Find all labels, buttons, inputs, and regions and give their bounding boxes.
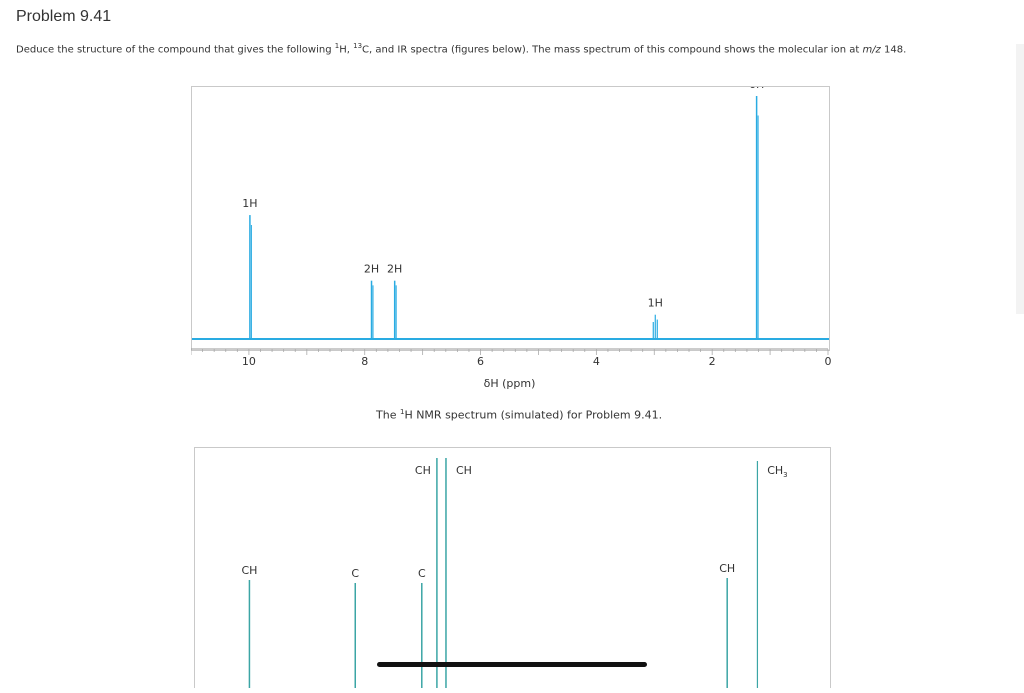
cnmr-peak-label: C bbox=[351, 567, 359, 580]
cnmr-sub: 3 bbox=[783, 471, 787, 479]
cnmr-chart-panel: CH C C CH CH CH CH3 bbox=[194, 447, 831, 688]
hnmr-tick-label: 0 bbox=[825, 355, 832, 368]
hnmr-chart-panel: 1H 2H 2H 1H 6H bbox=[191, 78, 830, 351]
hnmr-peak: 2H bbox=[387, 263, 402, 339]
hnmr-x-label: δH (ppm) bbox=[484, 377, 536, 390]
cnmr-peak: CH bbox=[241, 564, 257, 688]
cnmr-peak: CH bbox=[415, 458, 438, 688]
hnmr-peak-label: 6H bbox=[749, 87, 764, 91]
home-indicator[interactable] bbox=[377, 662, 647, 667]
hnmr-peak-label: 1H bbox=[648, 297, 663, 310]
c-sup: 13 bbox=[353, 42, 363, 50]
mz-label: m/z bbox=[862, 44, 881, 56]
caption-sup: 1 bbox=[399, 408, 405, 416]
cnmr-peak-label: CH bbox=[719, 562, 735, 575]
hnmr-tick-label: 8 bbox=[361, 355, 368, 368]
hnmr-x-axis: 10 8 6 4 2 0 δH (ppm) bbox=[191, 348, 832, 390]
hnmr-tick-label: 4 bbox=[593, 355, 600, 368]
hnmr-peak-label: 1H bbox=[242, 197, 257, 210]
cnmr-peak-label: C bbox=[418, 567, 426, 580]
hnmr-peak: 6H bbox=[749, 78, 764, 339]
prompt-text-2: H, bbox=[339, 44, 354, 56]
hnmr-tick-label: 10 bbox=[242, 355, 256, 368]
hnmr-tick-label: 2 bbox=[709, 355, 716, 368]
cnmr-chart: CH C C CH CH CH CH3 bbox=[241, 458, 788, 688]
mz-value: 148. bbox=[880, 44, 907, 56]
cnmr-peak: CH bbox=[445, 458, 472, 688]
hnmr-peak-label: 2H bbox=[364, 263, 379, 276]
problem-statement: Deduce the structure of the compound tha… bbox=[16, 42, 906, 55]
hnmr-caption: The 1H NMR spectrum (simulated) for Prob… bbox=[376, 408, 662, 422]
cnmr-peak-label: CH bbox=[456, 464, 472, 477]
cnmr-peak: CH bbox=[719, 562, 735, 688]
scroll-edge bbox=[1016, 44, 1024, 314]
hnmr-peak: 2H bbox=[364, 263, 379, 339]
prompt-text-1: Deduce the structure of the compound tha… bbox=[16, 44, 335, 56]
hnmr-peak-label: 2H bbox=[387, 263, 402, 276]
h-sup: 1 bbox=[334, 42, 340, 50]
caption-prefix: The bbox=[376, 408, 400, 422]
cnmr-peak-label: CH3 bbox=[767, 464, 787, 479]
hnmr-chart: 1H 2H 2H 1H 6H bbox=[192, 78, 829, 340]
hnmr-tick-label: 6 bbox=[477, 355, 484, 368]
cnmr-peak-label: CH bbox=[415, 464, 431, 477]
caption-suffix: H NMR spectrum (simulated) for Problem 9… bbox=[404, 408, 663, 422]
cnmr-peak-label: CH bbox=[241, 564, 257, 577]
cnmr-peak: C bbox=[351, 567, 359, 688]
cnmr-peak: C bbox=[418, 567, 426, 688]
prompt-text-3: C, and IR spectra (figures below). The m… bbox=[362, 44, 863, 56]
cnmr-peak: CH3 bbox=[756, 461, 788, 688]
hnmr-peak: 1H bbox=[242, 197, 258, 339]
hnmr-peak: 1H bbox=[648, 297, 663, 339]
problem-title: Problem 9.41 bbox=[16, 8, 112, 25]
